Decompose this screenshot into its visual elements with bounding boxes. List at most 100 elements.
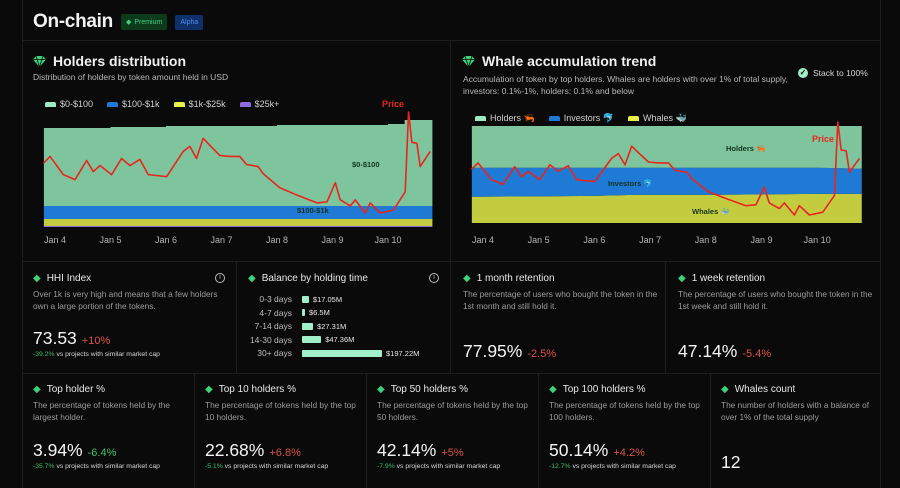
card-description: Over 1k is very high and means that a fe… bbox=[33, 289, 218, 311]
panel-title: Holders distribution bbox=[53, 53, 186, 69]
chart-legend[interactable]: $0-$100 $100-$1k $1k-$25k $25k+ bbox=[45, 99, 279, 109]
card-description: The percentage of tokens held by the top… bbox=[549, 400, 700, 422]
card-change: +6.8% bbox=[269, 447, 301, 459]
x-tick-label: Jan 7 bbox=[210, 235, 232, 245]
holders-distribution-chart[interactable]: Jan 4 Jan 5 Jan 6 Jan 7 Jan 8 Jan 9 Jan 10 $0-$… bbox=[0, 0, 450, 260]
card-title: Balance by holding time bbox=[261, 273, 368, 284]
card-title: Top holder % bbox=[46, 384, 106, 395]
area-holders bbox=[471, 126, 862, 169]
x-tick-label: Jan 8 bbox=[266, 235, 288, 245]
balance-row: 14-30 days $47.36M bbox=[248, 335, 354, 345]
week-retention-card: ◆ 1 week retention The percentage of user… bbox=[678, 273, 878, 312]
legend-label: $0-$100 bbox=[60, 99, 94, 109]
legend-label: $100-$1k bbox=[122, 99, 160, 109]
balance-value: $17.05M bbox=[312, 294, 343, 304]
divider bbox=[450, 40, 451, 373]
gem-icon: ◆ bbox=[205, 384, 213, 395]
balance-value: $6.5M bbox=[309, 308, 330, 317]
divider bbox=[710, 373, 711, 488]
card-value: 42.14% bbox=[377, 440, 437, 460]
info-icon[interactable]: i bbox=[215, 273, 225, 283]
legend-item[interactable]: $25k+ bbox=[239, 99, 279, 109]
page-title: On-chain bbox=[33, 11, 113, 32]
balance-row: 30+ days $197.22M bbox=[248, 348, 419, 358]
divider bbox=[538, 373, 539, 488]
gem-icon: ◆ bbox=[549, 384, 557, 395]
card-description: The percentage of tokens held by the top… bbox=[377, 400, 528, 422]
gem-icon: ◆ bbox=[248, 273, 256, 284]
info-icon[interactable]: i bbox=[429, 273, 439, 283]
balance-value: $27.31M bbox=[317, 321, 347, 331]
balance-label: 30+ days bbox=[257, 348, 292, 358]
legend-item[interactable]: $100-$1k bbox=[107, 99, 160, 109]
card-description: The percentage of users who bought the t… bbox=[463, 289, 658, 311]
legend-item[interactable]: Investors 🐬 bbox=[548, 113, 614, 124]
holders-distribution-title: Holders distribution bbox=[33, 53, 186, 69]
comparison: -35.7% vs projects with similar market c… bbox=[33, 463, 160, 470]
balance-bar bbox=[302, 295, 309, 303]
x-tick-label: Jan 8 bbox=[695, 235, 717, 245]
x-tick-label: Jan 9 bbox=[750, 235, 772, 245]
balance-title: ◆ Balance by holding time bbox=[248, 273, 368, 284]
card-change: +4.2% bbox=[613, 447, 645, 459]
card-value: 12 bbox=[721, 452, 741, 472]
legend-item[interactable]: Whales 🐳 bbox=[627, 113, 687, 124]
compare-text: vs projects with similar market cap bbox=[224, 463, 329, 470]
gem-icon bbox=[462, 55, 475, 67]
area-label: Price bbox=[812, 134, 834, 144]
card-value: 3.94% bbox=[33, 440, 83, 460]
card-title: Top 10 holders % bbox=[218, 384, 296, 395]
compare-text: vs projects with similar market cap bbox=[572, 463, 676, 470]
balance-label: 7-14 days bbox=[254, 321, 292, 331]
compare-value: -39.2% bbox=[33, 351, 55, 358]
comparison: -39.2% vs projects with similar market c… bbox=[33, 351, 160, 358]
card-value: 73.53 bbox=[33, 328, 77, 348]
area--1k-25k bbox=[43, 219, 433, 226]
panel-subtitle: Accumulation of token by top holders. Wh… bbox=[463, 74, 788, 96]
divider bbox=[22, 261, 881, 262]
stat-card: ◆ Top 10 holders % The percentage of toke… bbox=[205, 384, 365, 423]
balance-label: 4-7 days bbox=[259, 307, 292, 318]
stack-to-100-toggle[interactable]: ✓ Stack to 100% bbox=[798, 68, 868, 78]
card-title: Top 100 holders % bbox=[562, 384, 646, 395]
legend-item[interactable]: $0-$100 bbox=[45, 99, 93, 109]
compare-text: vs projects with similar market cap bbox=[56, 351, 160, 358]
card-value: 47.14% bbox=[678, 341, 738, 361]
legend-label: Holders 🦐 bbox=[490, 113, 535, 123]
gem-icon: ◆ bbox=[678, 273, 686, 284]
divider bbox=[22, 40, 881, 41]
card-value: 50.14% bbox=[549, 440, 609, 460]
hhi-card: ◆ HHI Index Over 1k is very high and mean… bbox=[33, 273, 228, 312]
area-label: Investors 🐬 bbox=[608, 178, 653, 188]
card-description: The percentage of users who bought the t… bbox=[678, 289, 873, 311]
card-title: Top 50 holders % bbox=[390, 384, 468, 395]
chart-legend[interactable]: Holders 🦐 Investors 🐬 Whales 🐳 bbox=[475, 113, 687, 124]
stat-value-row: 50.14% +4.2% bbox=[549, 440, 645, 461]
page-header: On-chain ◆ Premium Alpha bbox=[33, 11, 204, 33]
divider bbox=[665, 261, 666, 373]
divider bbox=[22, 373, 881, 374]
card-change: -5.4% bbox=[742, 348, 772, 360]
stat-card: ◆ Top 50 holders % The percentage of toke… bbox=[377, 384, 537, 423]
area-whales bbox=[471, 193, 862, 223]
gem-icon: ◆ bbox=[721, 384, 729, 395]
card-description: The percentage of tokens held by the top… bbox=[205, 400, 356, 422]
card-title: 1 month retention bbox=[476, 273, 555, 284]
alpha-badge: Alpha bbox=[175, 14, 204, 30]
x-tick-label: Jan 6 bbox=[583, 235, 605, 245]
legend-item[interactable]: $1k-$25k bbox=[173, 99, 226, 109]
legend-item[interactable]: Holders 🦐 bbox=[475, 113, 535, 124]
card-change: -2.5% bbox=[527, 348, 557, 360]
balance-bar bbox=[302, 309, 305, 316]
gem-icon: ◆ bbox=[377, 384, 385, 395]
area-label: $100-$1k bbox=[297, 206, 330, 215]
comparison: -12.7% vs projects with similar market c… bbox=[549, 463, 676, 470]
gem-icon: ◆ bbox=[33, 273, 41, 284]
check-icon: ✓ bbox=[798, 68, 808, 78]
divider bbox=[236, 261, 237, 373]
x-tick-label: Jan 5 bbox=[528, 235, 550, 245]
area-label: Whales 🐳 bbox=[692, 207, 730, 216]
stat-value-row: 42.14% +5% bbox=[377, 440, 464, 461]
whale-trend-chart[interactable]: Jan 4 Jan 5 Jan 6 Jan 7 Jan 8 Jan 9 Jan 10 Hold… bbox=[450, 0, 900, 260]
comparison: -5.1% vs projects with similar market ca… bbox=[205, 463, 328, 470]
